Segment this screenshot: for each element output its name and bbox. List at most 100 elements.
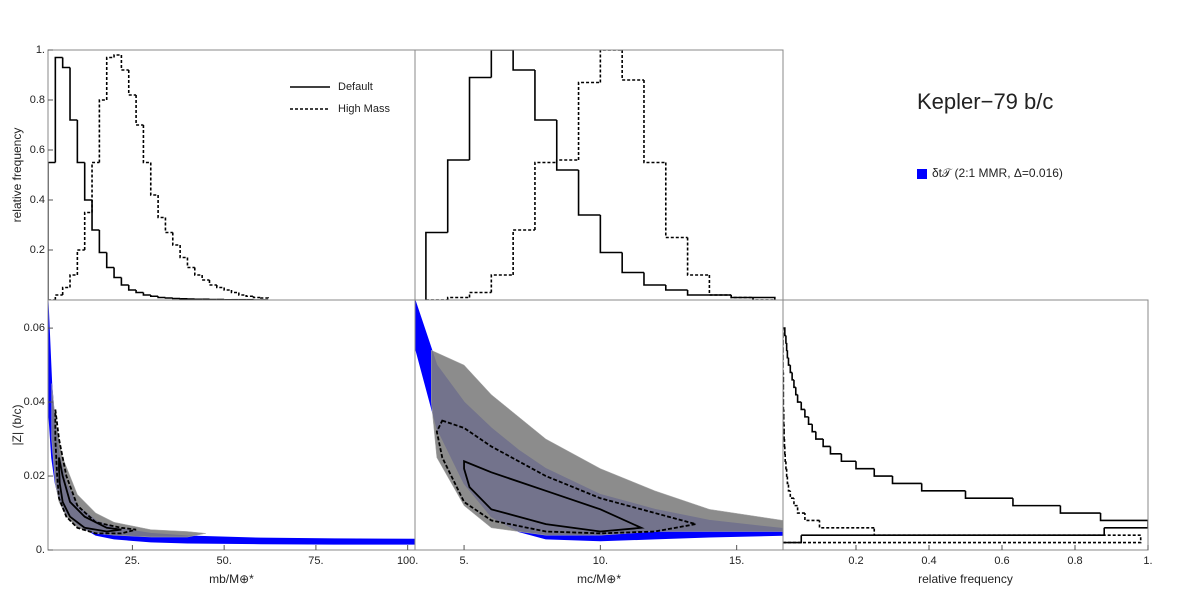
band-legend-label: δt𝒯 (2:1 MMR, Δ=0.016) (932, 166, 1063, 180)
histogram-step (787, 350, 788, 357)
histogram-step (874, 528, 1140, 535)
histogram-step (1104, 520, 1148, 527)
histogram-step (788, 483, 790, 490)
y-tick-label: 0. (36, 544, 45, 556)
x-tick-label: 75. (308, 555, 323, 567)
histogram-step (426, 233, 448, 301)
histogram-step (85, 213, 92, 251)
histogram-step (688, 290, 710, 295)
x-tick-label: 0.6 (994, 555, 1009, 567)
histogram-step (805, 409, 809, 416)
histogram-step (121, 55, 128, 70)
band-legend-swatch (917, 169, 927, 179)
histogram-step (121, 278, 128, 286)
histogram-step (966, 491, 1013, 498)
histogram-step (792, 372, 794, 379)
histogram-step (1060, 506, 1100, 513)
histogram-step (217, 285, 224, 288)
histogram-step (180, 245, 187, 258)
x-tick-label: 15. (729, 555, 744, 567)
histogram-step (644, 80, 666, 163)
histogram-step (491, 50, 513, 78)
histogram-step (788, 358, 790, 365)
histogram-step (820, 520, 875, 527)
histogram-step (470, 78, 492, 161)
histogram-step (557, 160, 579, 163)
histogram-step (470, 293, 492, 298)
histogram-step (666, 163, 688, 238)
histogram-step (63, 288, 70, 296)
histogram-step (99, 230, 106, 253)
histogram-step (63, 58, 70, 68)
histogram-step (143, 293, 150, 296)
y-tick-label: 0.04 (24, 396, 45, 408)
histogram-step (195, 268, 202, 276)
histogram-step (513, 230, 535, 275)
plot-area (426, 50, 775, 300)
y-tick-label: 0.2 (30, 244, 45, 256)
histogram-step (557, 120, 579, 170)
histogram-step (790, 365, 792, 372)
histogram-step (809, 417, 813, 424)
histogram-step (99, 100, 106, 163)
legend-label: Default (338, 81, 373, 93)
histogram-step (812, 424, 816, 431)
histogram-step (136, 95, 143, 125)
histogram-step (114, 55, 121, 58)
contour (59, 458, 121, 532)
histogram-step (1013, 498, 1060, 505)
histogram-step (246, 295, 253, 296)
histogram-step (448, 160, 470, 233)
histogram-step (787, 469, 788, 476)
histogram-step (491, 275, 513, 293)
sample-cloud (52, 384, 206, 537)
histogram-step (856, 461, 874, 468)
histogram-step (798, 506, 805, 513)
histogram-step (232, 290, 239, 293)
histogram-step (786, 336, 787, 343)
histogram-step (801, 528, 1104, 535)
histogram-step (783, 535, 801, 542)
histogram-step (783, 535, 1141, 542)
x-axis-label: relative frequency (918, 572, 1013, 586)
histogram-step (254, 296, 261, 297)
histogram-step (786, 461, 787, 468)
histogram-step (830, 446, 841, 453)
x-tick-label: 5. (459, 555, 468, 567)
histogram-step (787, 476, 788, 483)
histogram-step (801, 402, 805, 409)
histogram-step (579, 83, 601, 161)
x-tick-label: 100. (397, 555, 418, 567)
y-tick-label: 1. (36, 44, 45, 56)
figure-title: Kepler−79 b/c (917, 89, 1053, 114)
x-tick-label: 0.4 (921, 555, 936, 567)
histogram-step (622, 50, 644, 80)
histogram-step (92, 200, 99, 230)
histogram-step (709, 275, 731, 295)
histogram-step (173, 298, 180, 299)
histogram-step (136, 290, 143, 293)
histogram-step (922, 483, 966, 490)
histogram-step (187, 258, 194, 268)
histogram-step (794, 380, 796, 387)
y-axis-label: |Z| (b/c) (10, 405, 24, 446)
panel-frame (48, 300, 415, 550)
histogram-step (874, 469, 892, 476)
histogram-step (579, 170, 601, 215)
histogram-step (535, 163, 557, 231)
histogram-step (513, 50, 535, 70)
x-axis-label: mc/M⊕* (577, 572, 621, 586)
plot-area (48, 300, 415, 544)
y-tick-label: 0.02 (24, 470, 45, 482)
histogram-step (70, 68, 77, 121)
plot-area (48, 55, 268, 300)
histogram-step (600, 50, 622, 83)
histogram-step (644, 273, 666, 286)
histogram-step (224, 288, 231, 291)
histogram-step (600, 215, 622, 253)
x-tick-label: 50. (217, 555, 232, 567)
plot-area (415, 300, 783, 541)
histogram-step (77, 250, 84, 275)
histogram-step (622, 253, 644, 273)
histogram-step (158, 195, 165, 218)
